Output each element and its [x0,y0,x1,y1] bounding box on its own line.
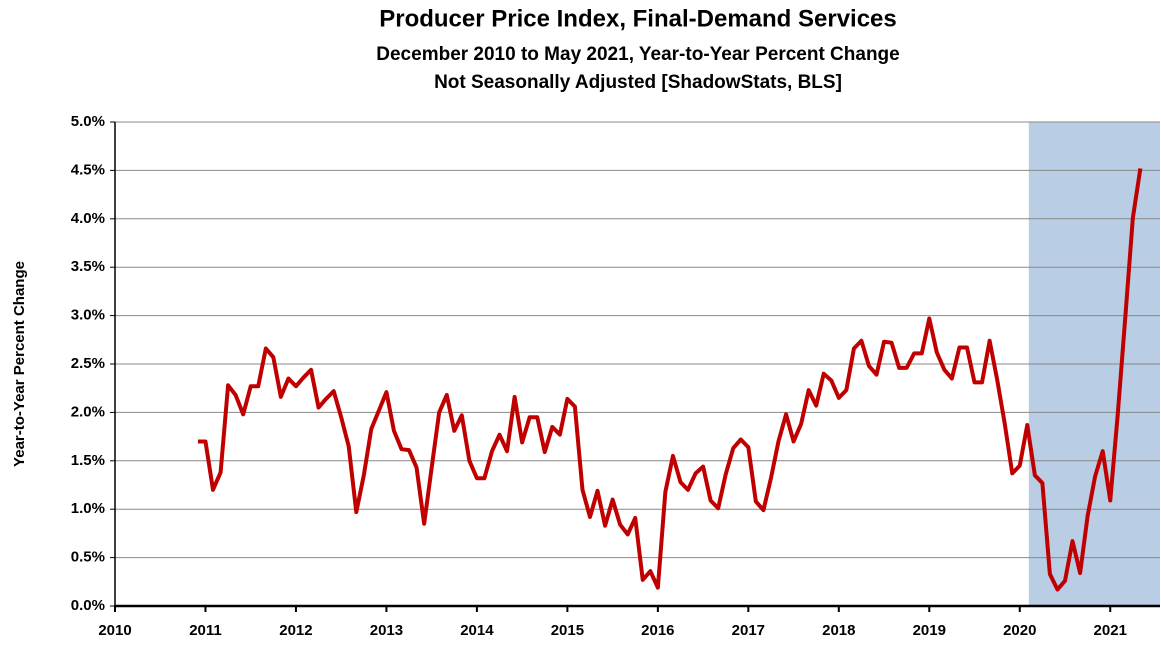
x-tick-label: 2011 [189,622,222,639]
x-tick-label: 2012 [279,622,312,639]
y-tick-label: 2.5% [71,355,105,372]
x-tick-label: 2019 [913,622,946,639]
y-tick-label: 2.0% [71,403,105,420]
y-tick-label: 1.5% [71,452,105,469]
y-tick-label: 0.5% [71,549,105,566]
y-axis-label: Year-to-Year Percent Change [11,261,28,467]
x-tick-label: 2017 [732,622,765,639]
y-tick-label: 5.0% [71,113,105,130]
data-line [197,168,1143,592]
x-tick-label: 2018 [822,622,855,639]
x-tick-label: 2013 [370,622,403,639]
x-tick-label: 2020 [1003,622,1036,639]
y-tick-label: 3.5% [71,258,105,275]
y-tick-label: 0.0% [71,597,105,614]
x-tick-label: 2015 [551,622,584,639]
y-tick-label: 3.0% [71,307,105,324]
x-tick-label: 2021 [1094,622,1127,639]
x-tick-label: 2014 [460,622,494,639]
x-tick-label: 2016 [641,622,674,639]
chart-subtitle: December 2010 to May 2021, Year-to-Year … [376,44,899,65]
chart-subtitle: Not Seasonally Adjusted [ShadowStats, BL… [434,72,842,93]
chart-title: Producer Price Index, Final-Demand Servi… [379,5,897,32]
y-tick-label: 4.0% [71,210,105,227]
y-tick-label: 4.5% [71,161,105,178]
x-tick-label: 2010 [98,622,131,639]
y-tick-label: 1.0% [71,500,105,517]
